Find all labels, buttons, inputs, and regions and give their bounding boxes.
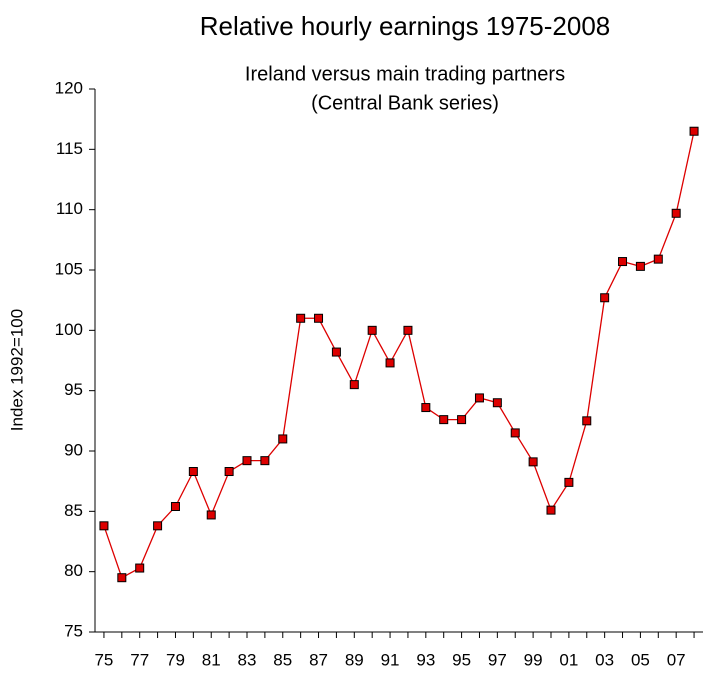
x-tick-label: 97 bbox=[488, 650, 507, 669]
point-marker bbox=[474, 393, 484, 403]
x-tick-label: 89 bbox=[345, 650, 364, 669]
point-marker bbox=[528, 457, 538, 467]
x-tick-label: 75 bbox=[94, 650, 113, 669]
point-marker bbox=[331, 347, 341, 357]
x-tick-label: 95 bbox=[452, 650, 471, 669]
point-marker bbox=[99, 521, 109, 531]
point-marker bbox=[421, 403, 431, 413]
x-tick-label: 85 bbox=[273, 650, 292, 669]
point-marker bbox=[635, 261, 645, 271]
y-tick-label: 85 bbox=[64, 501, 83, 520]
x-tick-label: 99 bbox=[524, 650, 543, 669]
y-axis-label: Index 1992=100 bbox=[7, 309, 26, 431]
point-marker bbox=[206, 510, 216, 520]
x-tick-label: 87 bbox=[309, 650, 328, 669]
x-tick-label: 79 bbox=[166, 650, 185, 669]
x-tick-label: 83 bbox=[238, 650, 257, 669]
x-tick-label: 77 bbox=[130, 650, 149, 669]
point-marker bbox=[689, 126, 699, 136]
point-marker bbox=[492, 398, 502, 408]
point-marker bbox=[367, 325, 377, 335]
x-tick-label: 07 bbox=[667, 650, 686, 669]
y-tick-label: 75 bbox=[64, 621, 83, 640]
point-marker bbox=[403, 325, 413, 335]
point-marker bbox=[278, 434, 288, 444]
point-marker bbox=[546, 505, 556, 515]
y-tick-label: 95 bbox=[64, 380, 83, 399]
y-tick-label: 90 bbox=[64, 440, 83, 459]
y-tick-label: 105 bbox=[55, 259, 83, 278]
point-marker bbox=[564, 477, 574, 487]
y-tick-label: 100 bbox=[55, 320, 83, 339]
point-marker bbox=[260, 456, 270, 466]
point-marker bbox=[653, 254, 663, 264]
point-marker bbox=[349, 380, 359, 390]
point-marker bbox=[600, 293, 610, 303]
x-tick-label: 81 bbox=[202, 650, 221, 669]
point-marker bbox=[224, 467, 234, 477]
series-line bbox=[103, 131, 695, 579]
chart-title: Relative hourly earnings 1975-2008 bbox=[200, 11, 611, 41]
point-marker bbox=[314, 313, 324, 323]
point-marker bbox=[439, 415, 449, 425]
chart-subtitle: (Central Bank series) bbox=[311, 92, 499, 114]
y-tick-label: 115 bbox=[56, 139, 83, 158]
point-marker bbox=[385, 358, 395, 368]
point-marker bbox=[457, 415, 467, 425]
point-marker bbox=[582, 416, 592, 426]
point-marker bbox=[296, 313, 306, 323]
point-marker bbox=[153, 521, 163, 531]
point-marker bbox=[242, 456, 252, 466]
y-tick-label: 110 bbox=[56, 199, 83, 218]
x-tick-label: 03 bbox=[595, 650, 614, 669]
point-marker bbox=[510, 428, 520, 438]
point-marker bbox=[135, 563, 145, 573]
x-tick-label: 05 bbox=[631, 650, 650, 669]
y-tick-label: 120 bbox=[55, 78, 83, 97]
x-tick-label: 91 bbox=[381, 650, 400, 669]
point-marker bbox=[671, 208, 681, 218]
x-tick-label: 93 bbox=[416, 650, 435, 669]
x-tick-label: 01 bbox=[559, 650, 578, 669]
y-tick-label: 80 bbox=[64, 561, 83, 580]
point-marker bbox=[618, 257, 628, 267]
point-marker bbox=[170, 502, 180, 512]
point-marker bbox=[188, 467, 198, 477]
chart-subtitle: Ireland versus main trading partners bbox=[245, 63, 565, 85]
point-marker bbox=[117, 573, 127, 583]
